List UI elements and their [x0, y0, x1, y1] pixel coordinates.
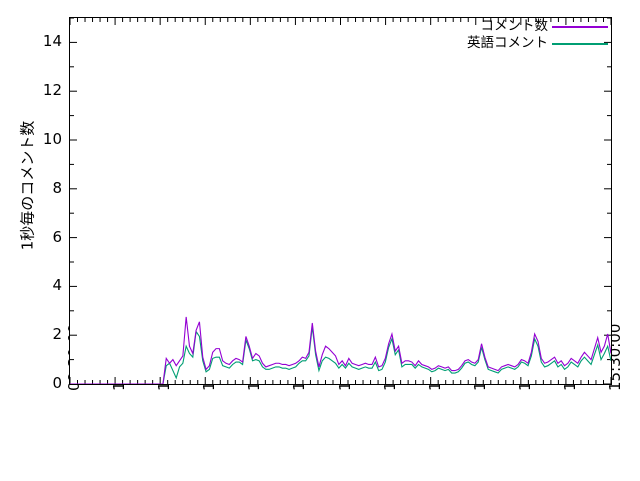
plot-svg	[70, 18, 611, 384]
legend-entry-1: 英語コメント	[452, 35, 610, 52]
y-tick-label: 8	[52, 178, 62, 197]
y-tick-label: 6	[52, 227, 62, 246]
plot-area	[69, 17, 612, 385]
y-tick-label: 0	[52, 374, 62, 392]
y-tick-label: 14	[42, 32, 62, 51]
y-tick-label: 2	[52, 325, 62, 344]
series-line-1	[70, 326, 611, 384]
legend-label: 英語コメント	[467, 35, 548, 51]
legend-label: コメント数	[480, 18, 549, 34]
legend-entry-0: コメント数	[452, 18, 610, 35]
series-line-0	[70, 316, 611, 384]
legend: コメント数 英語コメント	[452, 18, 610, 52]
y-tick-label: 12	[42, 81, 62, 100]
y-tick-label: 4	[52, 276, 62, 295]
legend-swatch-0	[552, 26, 608, 28]
y-tick-label: 10	[42, 130, 62, 148]
legend-swatch-1	[552, 43, 608, 45]
